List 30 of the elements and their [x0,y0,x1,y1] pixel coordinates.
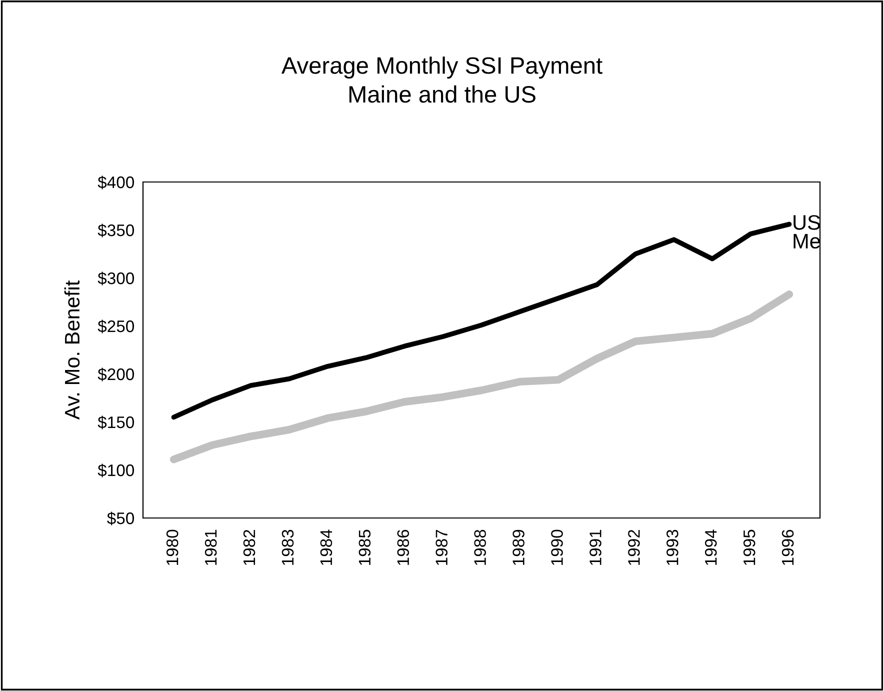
x-tick-label: 1989 [512,530,524,565]
x-tick-label: 1983 [282,530,294,565]
y-tick-label: $400 [98,176,134,190]
line-series [171,222,792,420]
x-tick-label: 1980 [166,530,178,565]
series-label: US [794,215,820,230]
y-tick-label: $100 [98,464,134,478]
text: Me [794,234,820,249]
x-tick-label: 1987 [436,530,448,565]
y-tick-label: $250 [98,320,134,334]
y-tick-label: $350 [98,224,134,238]
x-tick-label: 1994 [704,530,717,565]
y-axis-title: Av. Mo. Benefit [64,280,80,420]
x-tick-label: 1991 [590,530,602,565]
x-tick-label: 1995 [743,530,756,565]
x-tick-label: 1982 [243,530,256,565]
x-tick-label: 1985 [358,530,371,565]
x-tick-label: 1981 [204,530,217,565]
x-tick-label: 1992 [628,530,640,565]
x-tick-label: 1984 [320,530,332,565]
x-tick-label: 1986 [397,530,410,565]
x-tick-label: 1993 [666,530,678,565]
y-tick-label: $200 [98,368,134,382]
x-tick-label: 1988 [474,530,486,565]
y-tick-label: $50 [107,512,134,526]
x-tick-label: 1990 [551,530,563,565]
chart-title: Average Monthly SSI Payment Maine and the US [282,56,602,103]
y-tick-label: $300 [98,272,134,286]
y-tick-label: $150 [98,416,134,430]
x-tick-label: 1996 [782,530,794,565]
